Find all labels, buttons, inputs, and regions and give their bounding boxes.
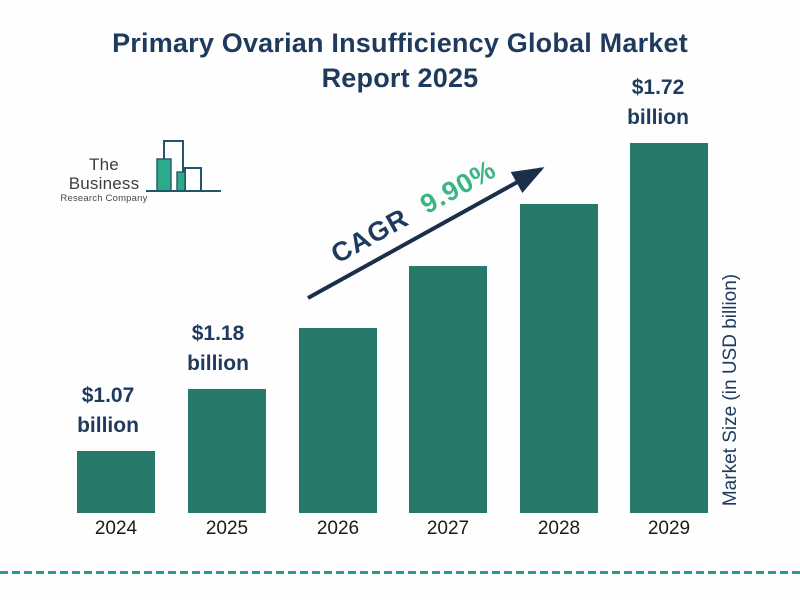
bar-2028: [520, 204, 598, 513]
bar-2024: [77, 451, 155, 513]
x-tick-2024: 2024: [94, 518, 138, 539]
value-unit: billion: [627, 106, 689, 130]
value-label-2025: $1.18 billion: [148, 319, 288, 379]
bar-2026: [299, 328, 377, 513]
logo-bar-chart-icon: [146, 140, 221, 192]
value-label-2029: $1.72 billion: [588, 73, 728, 133]
y-axis-label: Market Size (in USD billion): [720, 273, 741, 507]
bar-column-2025: 2025: [188, 0, 266, 540]
page-title-line2: Report 2025: [321, 62, 479, 93]
x-tick-2029: 2029: [647, 518, 691, 539]
bar-column-2024: 2024: [77, 0, 155, 540]
bar-column-2028: 2028: [520, 0, 598, 540]
bar-column-2029: 2029: [630, 0, 708, 540]
logo-name-line2: Research Company: [60, 193, 148, 205]
logo-text: The Business Research Company: [56, 155, 152, 206]
page-title: Primary Ovarian Insufficiency Global Mar…: [0, 26, 800, 95]
x-tick-2028: 2028: [537, 518, 581, 539]
bar-column-2027: 2027: [409, 0, 487, 540]
x-tick-2027: 2027: [426, 518, 470, 539]
x-tick-2026: 2026: [316, 518, 360, 539]
value-unit: billion: [187, 352, 249, 376]
bottom-dashed-divider: [0, 571, 800, 574]
page-title-line1: Primary Ovarian Insufficiency Global Mar…: [112, 28, 688, 58]
value-label-2024: $1.07 billion: [38, 381, 178, 441]
bar-2025: [188, 389, 266, 513]
value-amount: $1.18: [191, 322, 245, 345]
logo-name-line1: The Business: [68, 155, 140, 193]
value-amount: $1.72: [631, 76, 685, 99]
bar-column-2026: 2026: [299, 0, 377, 540]
value-amount: $1.07: [81, 384, 135, 407]
bar-2027: [409, 266, 487, 513]
company-logo: The Business Research Company: [42, 135, 227, 204]
value-unit: billion: [77, 414, 139, 438]
x-tick-2025: 2025: [205, 518, 249, 539]
bar-chart: 2024 2025 2026 2027 2028 2029: [77, 0, 708, 540]
bar-2029: [630, 143, 708, 513]
